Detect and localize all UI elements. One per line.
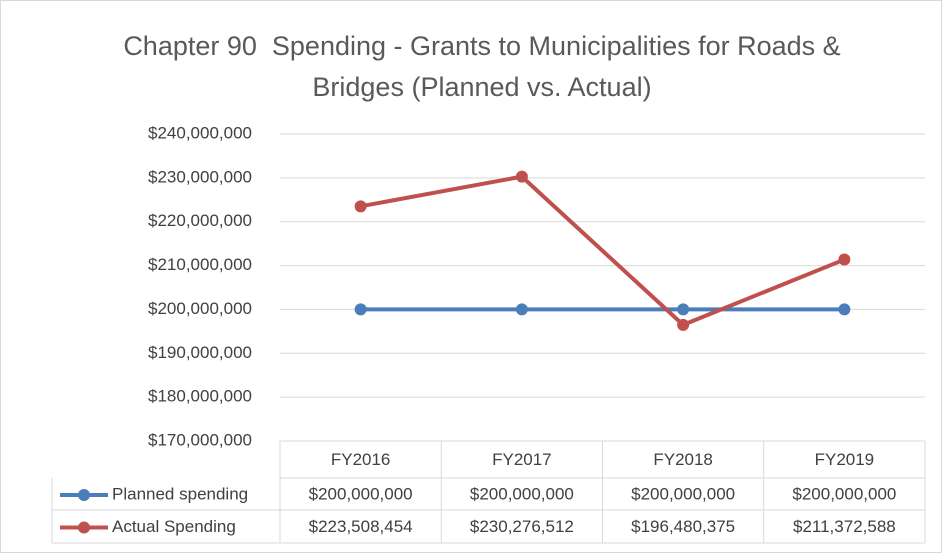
data-point [354, 200, 367, 213]
table-value: $200,000,000 [309, 484, 413, 503]
data-point [515, 170, 528, 183]
table-value: $230,276,512 [470, 517, 574, 536]
series-line [360, 174, 846, 327]
y-tick-label: $230,000,000 [148, 167, 252, 186]
legend-label: Planned spending [112, 484, 248, 503]
y-tick-label: $200,000,000 [148, 299, 252, 318]
legend-key-marker [78, 521, 90, 534]
table-value: $200,000,000 [470, 484, 574, 503]
table-value: $200,000,000 [631, 484, 735, 503]
legend-key-marker [78, 489, 90, 501]
y-tick-label: $210,000,000 [148, 255, 252, 274]
table-value: $223,508,454 [309, 517, 413, 536]
data-point [838, 253, 851, 266]
data-point [677, 303, 690, 316]
x-tick-label: FY2019 [815, 450, 875, 469]
y-tick-label: $240,000,000 [148, 123, 252, 142]
table-value: $211,372,588 [793, 517, 896, 536]
x-tick-label: FY2018 [653, 450, 713, 469]
y-tick-label: $220,000,000 [148, 211, 252, 230]
data-point [677, 318, 690, 331]
table-value: $200,000,000 [792, 484, 896, 503]
y-tick-label: $180,000,000 [148, 387, 252, 406]
data-point [515, 303, 528, 316]
y-tick-label: $170,000,000 [148, 430, 252, 449]
chart-title: Chapter 90 Spending - Grants to Municipa… [123, 31, 849, 102]
x-tick-label: FY2016 [331, 450, 391, 469]
x-tick-label: FY2017 [492, 450, 552, 469]
data-point [354, 303, 367, 316]
y-tick-label: $190,000,000 [148, 343, 252, 362]
legend-label: Actual Spending [112, 517, 236, 536]
data-point [838, 303, 851, 316]
table-value: $196,480,375 [631, 517, 735, 536]
